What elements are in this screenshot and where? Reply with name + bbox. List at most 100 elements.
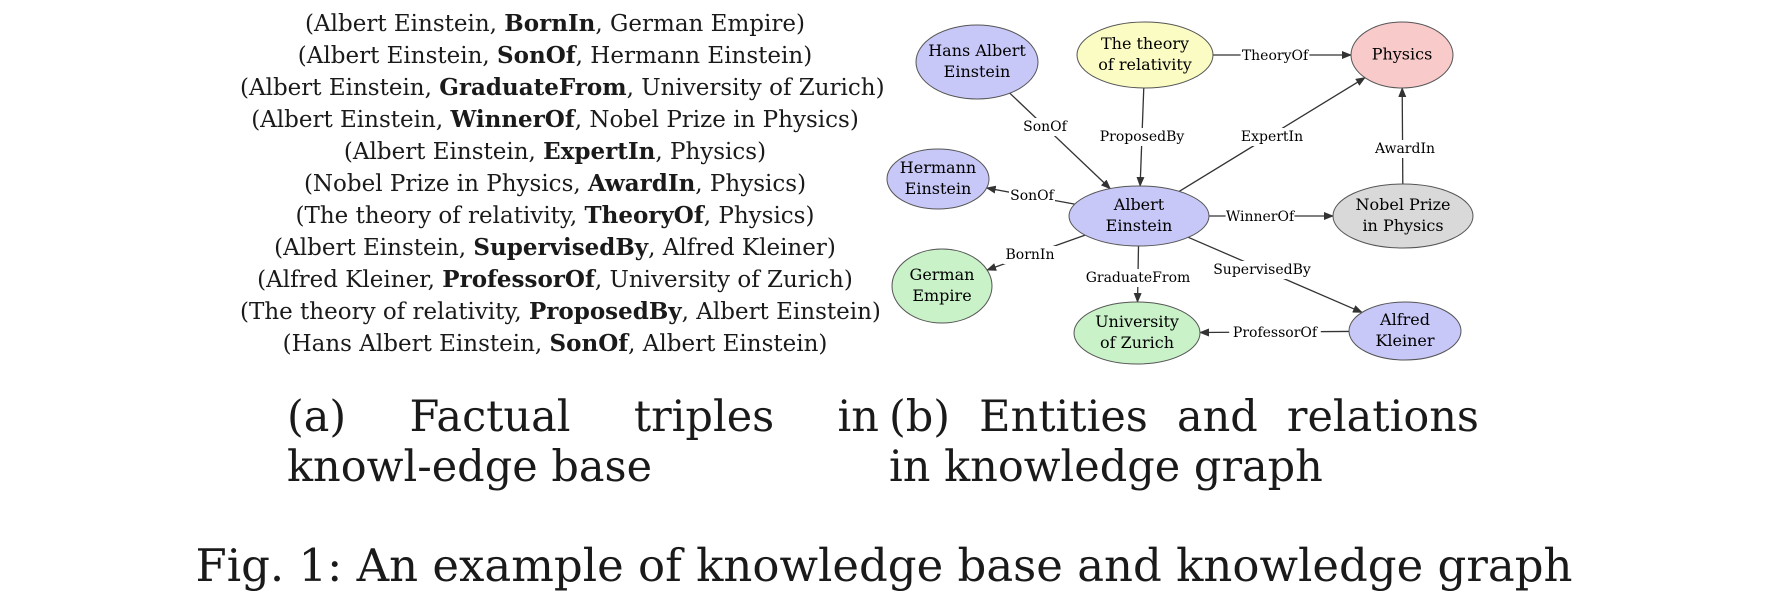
triples-list: (Albert Einstein, BornIn, German Empire)…: [240, 8, 885, 360]
triple-head: Nobel Prize in Physics: [312, 171, 574, 197]
caption-a: (a) Factual triples in knowl-edge base: [287, 392, 879, 492]
triple-row: (The theory of relativity, TheoryOf, Phy…: [295, 202, 815, 229]
edge-label-background: [1240, 47, 1310, 65]
node-zurich: University of Zurich: [1073, 301, 1201, 365]
triple-head: The theory of relativity: [304, 203, 570, 229]
edge-hans-albert: [1009, 92, 1111, 190]
edge-label: SonOf: [1010, 188, 1056, 204]
triple-relation: TheoryOf: [584, 202, 704, 229]
triple-row: (Nobel Prize in Physics, AwardIn, Physic…: [303, 170, 807, 197]
node-label: of Zurich: [1100, 333, 1174, 352]
edge-label-background: [1009, 187, 1055, 205]
triple-relation: SonOf: [549, 330, 629, 357]
triple-head: Hans Albert Einstein: [291, 331, 535, 357]
node-label: Einstein: [944, 62, 1011, 81]
edge-label: WinnerOf: [1226, 209, 1296, 225]
node-hermann: Hermann Einstein: [886, 148, 990, 210]
edge-label: AwardIn: [1374, 141, 1435, 157]
triple-row: (The theory of relativity, ProposedBy, A…: [240, 298, 881, 325]
node-label: in Physics: [1362, 216, 1443, 235]
node-label: Nobel Prize: [1356, 195, 1451, 214]
triple-row: (Albert Einstein, ExpertIn, Physics): [343, 138, 767, 165]
triple-head: Albert Einstein: [248, 75, 425, 101]
edge-label-background: [1225, 208, 1295, 226]
node-hans: Hans Albert Einstein: [915, 24, 1039, 100]
triple-tail: Hermann Einstein: [590, 43, 804, 69]
edge-label: ProposedBy: [1100, 129, 1185, 145]
edge-label: SupervisedBy: [1213, 262, 1311, 278]
node-nobel: Nobel Prize in Physics: [1332, 183, 1474, 249]
edge-label-background: [1088, 269, 1188, 287]
triple-relation: ProposedBy: [528, 298, 682, 325]
node-label: Einstein: [905, 179, 972, 198]
triple-tail: Nobel Prize in Physics: [589, 107, 850, 133]
triple-tail: Physics: [709, 171, 798, 197]
edge-label-background: [1229, 324, 1321, 342]
node-albert: Albert Einstein: [1068, 185, 1210, 247]
edge-label: GraduateFrom: [1086, 270, 1191, 286]
edge-label: ExpertIn: [1241, 129, 1303, 145]
edge-label-background: [1003, 246, 1057, 264]
triple-head: Albert Einstein: [260, 107, 436, 133]
node-shape: [915, 24, 1039, 100]
triple-relation: SonOf: [497, 42, 576, 69]
node-label: Kleiner: [1375, 331, 1434, 350]
node-shape: [1076, 21, 1214, 89]
node-label: Einstein: [1106, 216, 1173, 235]
triple-relation: ExpertIn: [543, 138, 656, 165]
node-label: Alfred: [1379, 310, 1430, 329]
triple-tail: Albert Einstein: [642, 331, 819, 357]
triple-head: The theory of relativity: [248, 299, 515, 325]
triple-row: (Albert Einstein, SupervisedBy, Alfred K…: [274, 234, 836, 261]
node-kleiner: Alfred Kleiner: [1348, 301, 1462, 361]
node-shape: [886, 148, 990, 210]
triple-row: (Alfred Kleiner, ProfessorOf, University…: [257, 266, 853, 293]
node-shape: [1068, 185, 1210, 247]
node-label: Hans Albert: [928, 41, 1026, 60]
node-shape: [1332, 183, 1474, 249]
knowledge-graph: TheoryOf SonOf ProposedBy ExpertIn AwardIn So…: [886, 21, 1474, 365]
edge-label-background: [1022, 118, 1068, 136]
triple-tail: Physics: [718, 203, 806, 229]
node-label: German: [910, 265, 975, 284]
node-label: of relativity: [1098, 55, 1192, 74]
triple-tail: Physics: [669, 139, 758, 165]
triple-tail: German Empire: [610, 11, 796, 37]
triple-relation: GraduateFrom: [439, 74, 627, 101]
node-physics: Physics: [1350, 21, 1454, 89]
triple-tail: Albert Einstein: [696, 299, 872, 325]
triple-row: (Albert Einstein, SonOf, Hermann Einstei…: [297, 42, 813, 69]
triple-tail: University of Zurich: [641, 75, 876, 101]
edge-label-background: [1237, 128, 1307, 146]
node-label: Empire: [912, 286, 971, 305]
triple-row: (Albert Einstein, WinnerOf, Nobel Prize …: [251, 106, 859, 133]
edge-label: BornIn: [1006, 247, 1055, 263]
triple-relation: SupervisedBy: [473, 234, 649, 261]
triple-row: (Albert Einstein, GraduateFrom, Universi…: [240, 74, 885, 101]
triple-head: Alfred Kleiner: [266, 267, 428, 293]
triple-row: (Albert Einstein, BornIn, German Empire): [305, 10, 805, 37]
triple-relation: BornIn: [504, 10, 596, 37]
node-label: University: [1095, 312, 1179, 331]
triple-head: Albert Einstein: [314, 11, 490, 37]
edge-label-background: [1100, 128, 1184, 146]
node-shape: [1348, 301, 1462, 361]
edge-nobel-physics: [1398, 86, 1407, 185]
node-shape: [1073, 301, 1201, 365]
node-german: German Empire: [891, 248, 993, 324]
triple-head: Albert Einstein: [283, 235, 459, 261]
figure-caption: Fig. 1: An example of knowledge base and…: [195, 539, 1573, 592]
triple-head: Albert Einstein: [352, 139, 529, 165]
edge-label-background: [1374, 140, 1436, 158]
edge-label: SonOf: [1023, 119, 1069, 135]
triple-tail: Alfred Kleiner: [662, 235, 827, 261]
caption-b: (b) Entities and relations in knowledge …: [889, 392, 1479, 492]
edge-label-background: [1212, 261, 1312, 279]
triple-relation: AwardIn: [588, 170, 696, 197]
node-shape: [891, 248, 993, 324]
triple-relation: ProfessorOf: [442, 266, 595, 293]
node-theory: The theory of relativity: [1076, 21, 1214, 89]
triple-tail: University of Zurich: [609, 267, 844, 293]
node-label: The theory: [1101, 34, 1189, 53]
node-label: Albert: [1113, 195, 1165, 214]
